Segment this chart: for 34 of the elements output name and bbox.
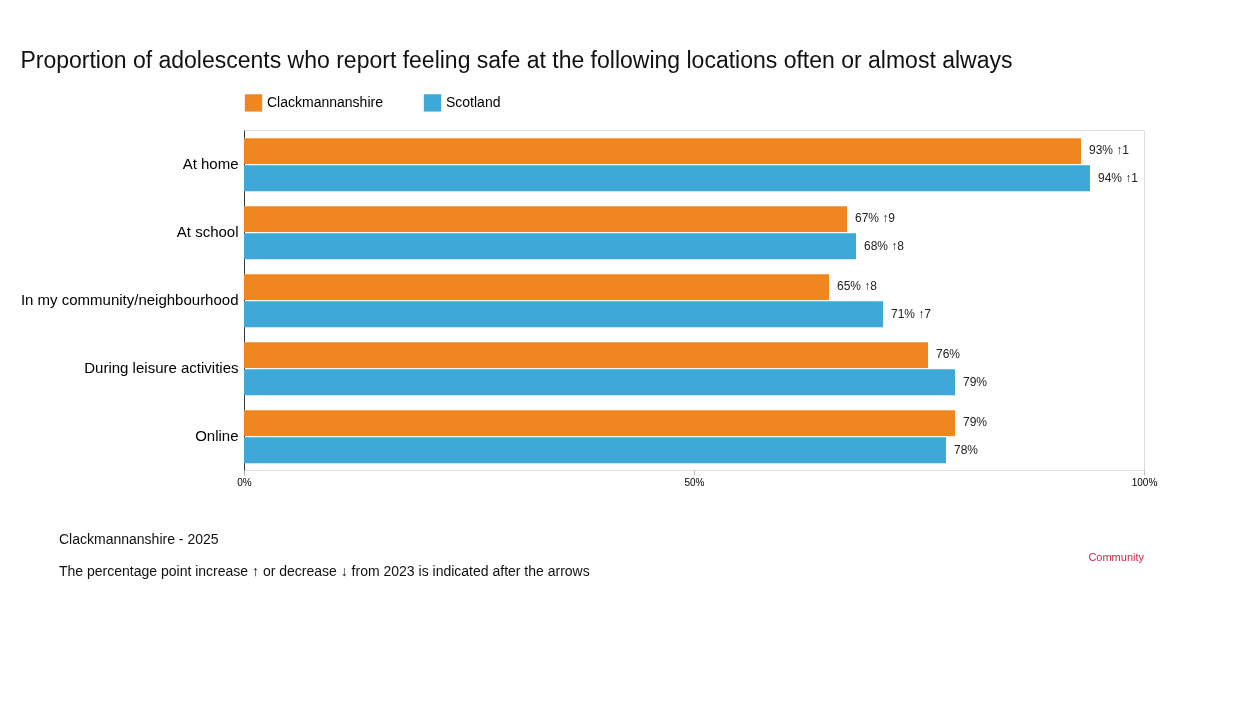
bar bbox=[244, 138, 1081, 164]
bar bbox=[244, 342, 928, 368]
y-tick-label: During leisure activities bbox=[84, 359, 239, 376]
x-tick-label: 100% bbox=[1131, 476, 1158, 488]
data-label: 79% bbox=[963, 415, 988, 430]
data-label: 76% bbox=[936, 347, 961, 362]
text: Community bbox=[1088, 551, 1145, 563]
text: Clackmannanshire - 2025 bbox=[59, 531, 219, 547]
bar bbox=[244, 437, 946, 464]
bar bbox=[244, 369, 955, 396]
legend-label: Scotland bbox=[446, 93, 501, 110]
y-tick-label: Online bbox=[195, 427, 239, 444]
y-tick-label: In my community/neighbourhood bbox=[20, 291, 239, 308]
bar bbox=[244, 206, 847, 232]
bar bbox=[244, 233, 856, 260]
data-label: 68% ↑8 bbox=[864, 238, 905, 253]
data-label: 65% ↑8 bbox=[837, 279, 878, 294]
data-label: 78% bbox=[954, 442, 979, 457]
x-tick-label: 0% bbox=[237, 476, 252, 488]
data-label: 94% ↑1 bbox=[1098, 170, 1139, 185]
bar bbox=[244, 301, 883, 328]
data-label: 67% ↑9 bbox=[855, 211, 896, 226]
text: The percentage point increase ↑ or decrease ↓ from 2023 is indicated after the arrows bbox=[59, 563, 590, 579]
y-tick-label: At school bbox=[176, 223, 239, 240]
data-label: 71% ↑7 bbox=[891, 306, 932, 321]
x-tick-label: 50% bbox=[684, 476, 705, 488]
y-tick-label: At home bbox=[182, 155, 239, 172]
bar bbox=[244, 410, 955, 436]
chart-title: Proportion of adolescents who report feeling safe at the following locations often or almost always bbox=[20, 47, 1013, 73]
data-label: 93% ↑1 bbox=[1089, 143, 1130, 158]
bar bbox=[244, 274, 829, 300]
data-label: 79% bbox=[963, 374, 988, 389]
legend-label: Clackmannanshire bbox=[267, 93, 384, 110]
bar bbox=[244, 165, 1090, 192]
